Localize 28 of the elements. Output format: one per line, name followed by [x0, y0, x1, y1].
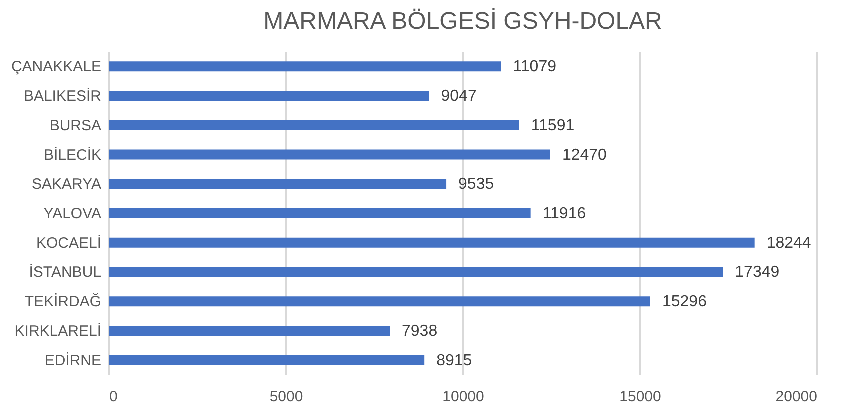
y-tick-label: BALIKESİR [24, 87, 102, 106]
x-tick-label: 10000 [442, 388, 484, 406]
data-label: 12470 [562, 146, 608, 164]
y-tick-label: ÇANAKKALE [11, 58, 102, 76]
x-tick-label: 5000 [270, 388, 304, 406]
y-tick-label: SAKARYA [32, 176, 102, 194]
y-tick-label: KIRKLARELİ [14, 322, 102, 340]
y-tick-label: YALOVA [44, 206, 102, 222]
data-label: 11079 [513, 58, 557, 76]
y-tick-label: İSTANBUL [29, 263, 102, 282]
data-label: 9047 [441, 88, 477, 106]
data-label: 11591 [531, 117, 575, 134]
data-label: 15296 [662, 294, 708, 311]
y-tick-label: KOCAELİ [36, 234, 102, 252]
y-tick-label: BİLECİK [44, 146, 102, 164]
data-label: 7938 [402, 322, 438, 340]
data-label: 9535 [458, 176, 494, 194]
data-label: 11916 [542, 206, 586, 222]
data-label: 8915 [436, 352, 472, 370]
x-tick-label: 15000 [620, 388, 662, 406]
x-tick-label: 0 [110, 388, 118, 406]
y-tick-label: EDİRNE [44, 351, 102, 370]
data-label: 17349 [735, 264, 780, 282]
y-tick-label: BURSA [50, 117, 102, 134]
data-label: 18244 [766, 234, 812, 252]
x-tick-label: 20000 [776, 388, 818, 406]
chart-title: MARMARA BÖLGESİ GSYH-DOLAR [264, 8, 662, 35]
y-tick-label: TEKİRDAĞ [24, 292, 102, 311]
